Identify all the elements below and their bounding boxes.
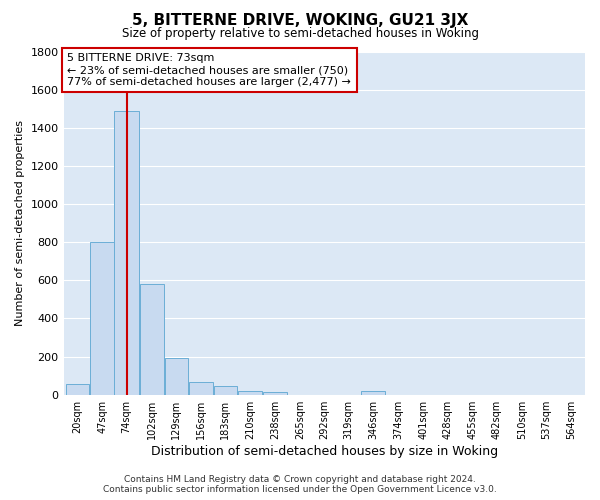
Bar [66, 384, 89, 394]
Bar [189, 382, 213, 394]
X-axis label: Distribution of semi-detached houses by size in Woking: Distribution of semi-detached houses by … [151, 444, 498, 458]
Bar [140, 284, 164, 395]
Text: 5, BITTERNE DRIVE, WOKING, GU21 3JX: 5, BITTERNE DRIVE, WOKING, GU21 3JX [132, 12, 468, 28]
Bar [90, 242, 114, 394]
Text: Contains HM Land Registry data © Crown copyright and database right 2024.
Contai: Contains HM Land Registry data © Crown c… [103, 474, 497, 494]
Bar [115, 110, 139, 395]
Text: Size of property relative to semi-detached houses in Woking: Size of property relative to semi-detach… [121, 28, 479, 40]
Bar [361, 391, 385, 394]
Bar [164, 358, 188, 394]
Text: 5 BITTERNE DRIVE: 73sqm
← 23% of semi-detached houses are smaller (750)
77% of s: 5 BITTERNE DRIVE: 73sqm ← 23% of semi-de… [67, 54, 351, 86]
Bar [238, 391, 262, 394]
Bar [263, 392, 287, 394]
Bar [214, 386, 237, 394]
Y-axis label: Number of semi-detached properties: Number of semi-detached properties [15, 120, 25, 326]
